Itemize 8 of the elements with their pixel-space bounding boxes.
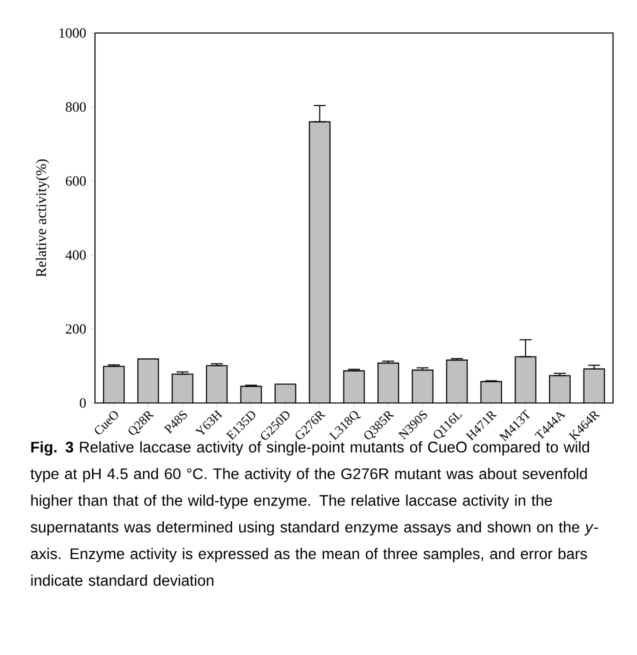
y-tick-label: 400 [66,250,86,260]
y-tick-label: 1000 [60,28,86,38]
y-tick-label: 0 [80,398,86,408]
text: Fig. 3 Relative laccase activity of single-point mutants of CueO compared to wild type at pH 4.5 and 60 °C. The activity of the G276R mutant was about sevenfold higher than that of the wild-type enzyme. The relative laccase activity in the supernatants was determined using standard enzyme assays and shown on the y-axis. Enzyme activity is expressed as the mean of three samples, and error bars indicate standard deviation [30,441,598,586]
y-tick-label: 800 [66,102,86,112]
y-tick-label: 200 [66,324,86,334]
y-tick-label: 600 [66,176,86,186]
y-axis-title: Relative activity(%) [36,159,50,277]
